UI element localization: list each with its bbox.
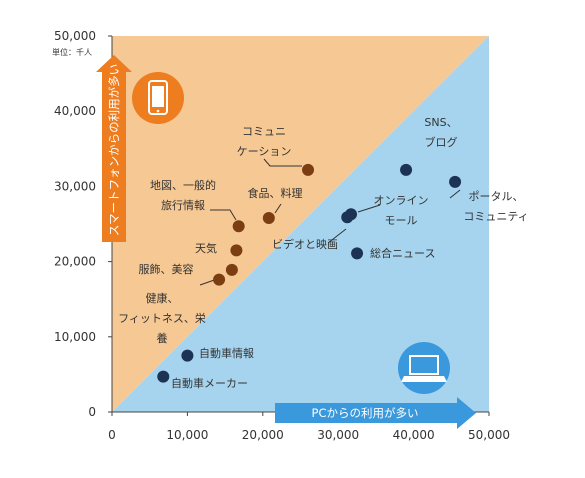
point-label: 食品、料理 [248, 186, 303, 200]
point-label: オンライン [374, 194, 429, 207]
x-tick-label: 20,000 [242, 428, 284, 442]
data-point [400, 163, 413, 176]
x-tick-label: 0 [108, 428, 116, 442]
point-label: ポータル、 [469, 190, 524, 203]
point-leader-line [210, 209, 237, 221]
point-leader-line [263, 158, 302, 167]
y-tick-label: 20,000 [54, 255, 96, 269]
point-leader-line [274, 203, 282, 214]
point-label: 地図、一般的 [150, 178, 216, 192]
data-point [181, 349, 194, 362]
data-point [302, 163, 315, 176]
y-tick-label: 10,000 [54, 330, 96, 344]
data-point [225, 263, 238, 276]
point-label: モール [385, 214, 418, 227]
point-label: ケーション [237, 145, 292, 158]
point-label: 総合ニュース [370, 246, 435, 260]
region-pc [112, 36, 489, 412]
x-tick-label: 40,000 [393, 428, 435, 442]
laptop-icon [398, 342, 450, 394]
unit-label: 単位：千人 [52, 47, 92, 57]
point-label: フィットネス、栄 [118, 311, 206, 325]
point-label: 健康、 [146, 291, 179, 305]
point-label: ブログ [425, 135, 458, 149]
data-point [213, 273, 226, 286]
y-tick-label: 0 [88, 405, 96, 419]
data-point [449, 175, 462, 188]
data-point [232, 220, 245, 233]
point-label: SNS、 [424, 116, 457, 129]
data-point [351, 247, 364, 260]
point-label: 養 [157, 331, 168, 345]
laptop-icon-screen [409, 355, 439, 375]
smartphone-icon-screen [152, 86, 164, 107]
point-leader-line [357, 204, 381, 213]
pc-arrow [275, 397, 476, 429]
point-label: 天気 [195, 241, 217, 255]
laptop-icon-base [401, 376, 447, 382]
smartphone-icon-button [156, 109, 160, 113]
y-tick-label: 50,000 [54, 29, 96, 43]
point-label: 旅行情報 [161, 198, 205, 212]
x-tick-label: 10,000 [166, 428, 208, 442]
point-label: 自動車情報 [199, 346, 254, 360]
point-label: 自動車メーカー [171, 376, 248, 390]
smartphone-arrow [96, 55, 132, 242]
x-tick-label: 30,000 [317, 428, 359, 442]
smartphone-icon-body [148, 80, 168, 115]
y-tick-label: 30,000 [54, 179, 96, 193]
smartphone-arrow-label: スマートフォンからの利用が多い [107, 64, 121, 236]
point-leader-line [449, 189, 461, 199]
point-label: コミュニティ [463, 210, 528, 223]
data-point [157, 370, 170, 383]
point-leader-line [327, 228, 347, 244]
y-tick-label: 40,000 [54, 104, 96, 118]
data-point [341, 211, 354, 224]
point-label: ビデオと映画 [272, 237, 338, 251]
data-point [262, 211, 275, 224]
point-label: 服飾、美容 [139, 262, 194, 276]
pc-arrow-label: PCからの利用が多い [312, 406, 419, 420]
x-tick-label: 50,000 [468, 428, 510, 442]
point-label: コミュニ [242, 125, 286, 138]
data-point [230, 244, 243, 257]
